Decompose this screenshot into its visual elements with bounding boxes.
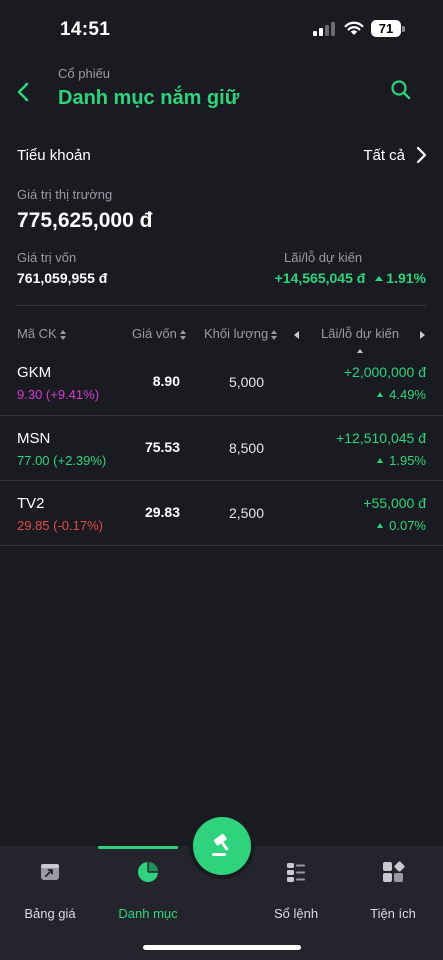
sort-icon xyxy=(179,329,187,340)
active-tab-indicator xyxy=(98,846,178,849)
row-pl-percent: 4.49% xyxy=(377,387,426,402)
table-row[interactable]: MSN 77.00 (+2.39%) 75.53 8,500 +12,510,0… xyxy=(0,416,443,481)
row-pl: +2,000,000 đ xyxy=(343,364,426,380)
tab-price-board[interactable]: Bảng giá xyxy=(0,858,100,921)
row-price: 77.00 (+2.39%) xyxy=(17,453,107,468)
cellular-signal-icon xyxy=(313,22,337,36)
column-symbol[interactable]: Mã CK xyxy=(17,326,67,341)
row-symbol: TV2 xyxy=(17,495,45,512)
header: Cổ phiếu Danh mục nắm giữ xyxy=(0,56,443,126)
scroll-left-arrow-icon[interactable] xyxy=(294,331,299,339)
row-symbol: GKM xyxy=(17,364,52,381)
bottom-tab-bar: Bảng giá Danh mục Sổ lệnh Tiện ích xyxy=(0,846,443,960)
sort-asc-icon xyxy=(357,349,363,353)
up-triangle-icon xyxy=(375,275,384,281)
column-pl[interactable]: Lãi/lỗ dự kiến xyxy=(321,326,400,341)
battery-level: 71 xyxy=(371,20,401,37)
row-quantity: 8,500 xyxy=(228,440,264,456)
battery-icon: 71 xyxy=(371,20,405,37)
row-divider xyxy=(0,480,443,481)
place-order-button[interactable] xyxy=(193,817,251,875)
home-indicator[interactable] xyxy=(143,945,301,950)
status-bar: 14:51 71 xyxy=(0,0,443,56)
scroll-right-arrow-icon[interactable] xyxy=(420,331,425,339)
table-header: Mã CK Giá vốn Khối lượng Lãi/lỗ dự kiến xyxy=(0,318,443,354)
row-symbol: MSN xyxy=(17,430,51,447)
account-label: Tiểu khoản xyxy=(17,147,91,164)
expected-pl-value: +14,565,045 đ 1.91% xyxy=(274,270,426,286)
tab-label: Danh mục xyxy=(118,906,178,921)
page-title: Danh mục nắm giữ xyxy=(58,87,240,109)
market-value-label: Giá trị thị trường xyxy=(17,187,113,202)
table-row[interactable]: GKM 9.30 (+9.41%) 8.90 5,000 +2,000,000 … xyxy=(0,350,443,415)
row-cost: 8.90 xyxy=(152,373,180,389)
tab-label: Bảng giá xyxy=(24,906,76,921)
gavel-icon xyxy=(212,834,229,856)
table-row[interactable]: TV2 29.85 (-0.17%) 29.83 2,500 +55,000 đ… xyxy=(0,481,443,546)
tab-label: Tiện ích xyxy=(370,906,416,921)
market-value: 775,625,000 đ xyxy=(17,209,153,232)
page-subtitle: Cổ phiếu xyxy=(58,66,111,81)
search-icon[interactable] xyxy=(389,78,413,102)
divider xyxy=(17,305,426,306)
row-divider xyxy=(0,415,443,416)
column-quantity[interactable]: Khối lượng xyxy=(204,326,278,341)
row-cost: 29.83 xyxy=(144,504,180,520)
wifi-icon xyxy=(344,21,364,35)
cost-value-label: Giá trị vốn xyxy=(17,250,77,265)
row-price: 9.30 (+9.41%) xyxy=(17,387,100,402)
row-pl: +12,510,045 đ xyxy=(336,430,426,446)
sort-icon xyxy=(59,329,67,340)
row-quantity: 5,000 xyxy=(228,374,264,390)
tab-label: Sổ lệnh xyxy=(273,906,319,921)
row-cost: 75.53 xyxy=(144,439,180,455)
up-triangle-icon xyxy=(377,523,384,529)
row-quantity: 2,500 xyxy=(228,505,264,521)
price-board-icon xyxy=(41,864,59,880)
column-cost[interactable]: Giá vốn xyxy=(132,326,187,341)
utilities-icon xyxy=(383,861,405,882)
row-pl-percent: 0.07% xyxy=(377,518,426,533)
account-value[interactable]: Tất cả xyxy=(363,147,405,164)
expected-pl-label: Lãi/lỗ dự kiến xyxy=(284,250,363,265)
tab-portfolio[interactable]: Danh mục xyxy=(98,858,198,921)
tab-order-book[interactable]: Sổ lệnh xyxy=(246,858,346,921)
row-pl-percent: 1.95% xyxy=(377,453,426,468)
cost-value: 761,059,955 đ xyxy=(17,270,108,286)
order-book-icon xyxy=(287,863,305,882)
back-arrow-icon[interactable] xyxy=(10,78,38,106)
tab-utilities[interactable]: Tiện ích xyxy=(343,858,443,921)
up-triangle-icon xyxy=(377,458,384,464)
row-price: 29.85 (-0.17%) xyxy=(17,518,103,533)
row-divider xyxy=(0,545,443,546)
account-selector[interactable]: Tiểu khoản Tất cả xyxy=(0,138,443,174)
up-triangle-icon xyxy=(377,392,384,398)
pie-chart-icon xyxy=(138,862,158,882)
sort-icon xyxy=(271,329,278,340)
chevron-right-icon[interactable] xyxy=(413,146,429,164)
status-time: 14:51 xyxy=(60,19,111,40)
row-pl: +55,000 đ xyxy=(363,495,426,511)
